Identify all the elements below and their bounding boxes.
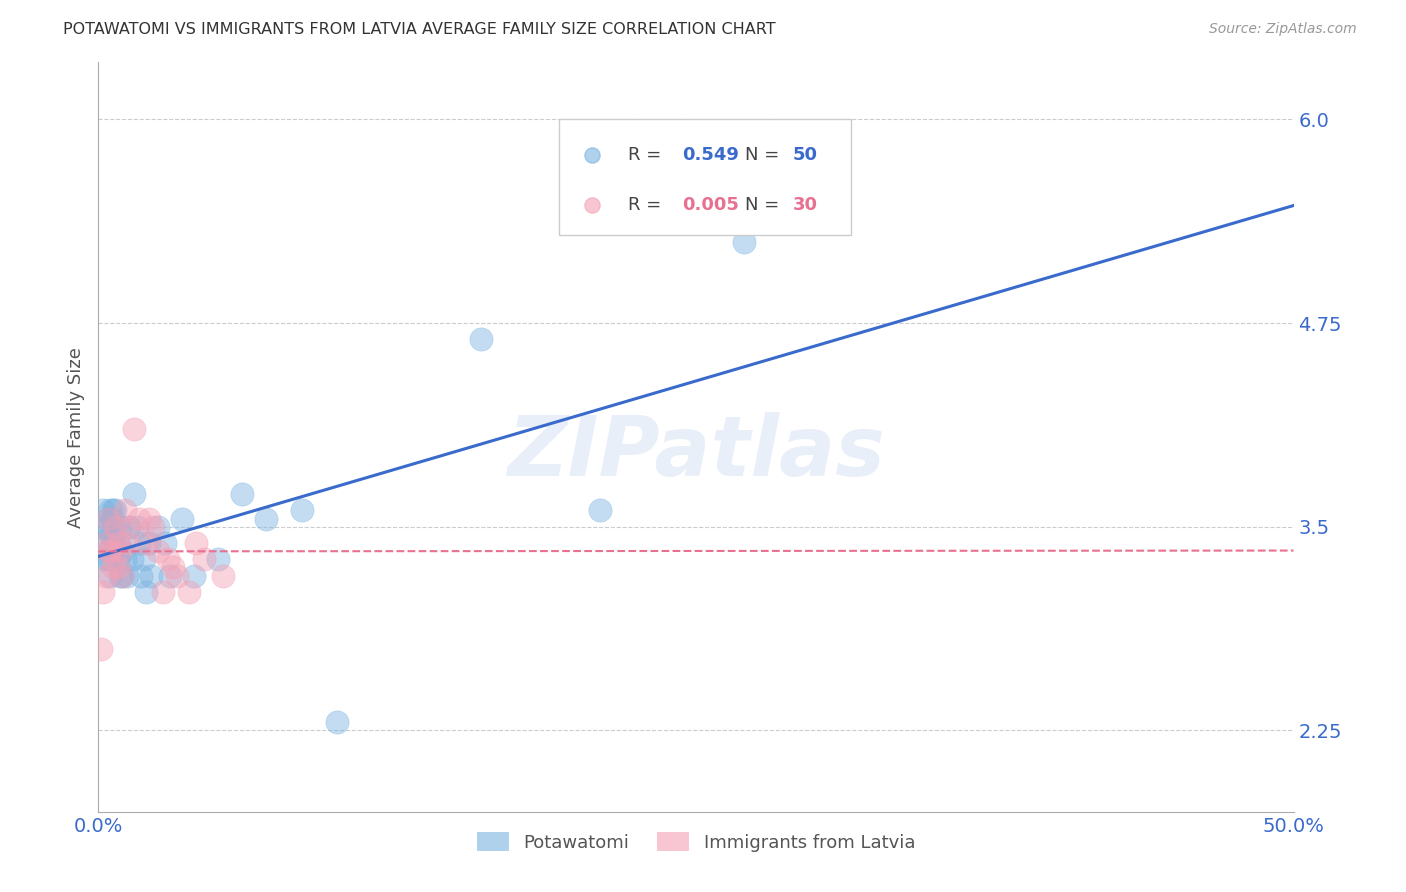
Point xyxy=(107,552,129,566)
Point xyxy=(115,536,138,550)
Point xyxy=(97,511,120,525)
Point xyxy=(98,544,122,558)
Point xyxy=(125,519,148,533)
Text: R =: R = xyxy=(628,196,666,214)
Text: Source: ZipAtlas.com: Source: ZipAtlas.com xyxy=(1209,22,1357,37)
Point xyxy=(104,503,127,517)
Point xyxy=(193,552,215,566)
Point xyxy=(135,536,157,550)
Point xyxy=(118,519,141,533)
Point xyxy=(97,511,120,525)
Point xyxy=(114,552,136,566)
Text: POTAWATOMI VS IMMIGRANTS FROM LATVIA AVERAGE FAMILY SIZE CORRELATION CHART: POTAWATOMI VS IMMIGRANTS FROM LATVIA AVE… xyxy=(63,22,776,37)
Point xyxy=(152,584,174,599)
Point xyxy=(131,568,153,582)
Legend: Potawatomi, Immigrants from Latvia: Potawatomi, Immigrants from Latvia xyxy=(470,825,922,859)
Point xyxy=(98,552,122,566)
Point xyxy=(94,552,117,566)
Point xyxy=(97,544,120,558)
Point xyxy=(90,641,112,656)
Point xyxy=(470,332,492,346)
Point xyxy=(186,536,208,550)
Point xyxy=(101,511,124,525)
Point xyxy=(91,584,114,599)
Point xyxy=(104,519,127,533)
Point xyxy=(94,536,117,550)
Point xyxy=(159,568,181,582)
Point xyxy=(179,584,201,599)
Point xyxy=(94,536,117,550)
Point xyxy=(733,235,755,249)
Point xyxy=(104,536,127,550)
Point xyxy=(101,544,124,558)
Point xyxy=(104,519,127,533)
Point xyxy=(128,536,150,550)
Point xyxy=(91,519,114,533)
Point xyxy=(155,536,177,550)
Point xyxy=(124,422,146,436)
Point xyxy=(135,584,157,599)
Point xyxy=(91,503,114,517)
Y-axis label: Average Family Size: Average Family Size xyxy=(66,347,84,527)
Point xyxy=(124,487,146,501)
Point xyxy=(90,552,112,566)
Point xyxy=(98,568,122,582)
Point xyxy=(97,544,120,558)
Point xyxy=(166,568,188,582)
Point xyxy=(148,544,170,558)
FancyBboxPatch shape xyxy=(558,119,852,235)
Text: N =: N = xyxy=(745,196,785,214)
Point xyxy=(108,519,131,533)
Point xyxy=(111,568,134,582)
Point xyxy=(254,511,277,525)
Point xyxy=(231,487,253,501)
Point xyxy=(121,552,143,566)
Point xyxy=(156,552,179,566)
Point xyxy=(94,519,117,533)
Point xyxy=(142,519,165,533)
Point xyxy=(139,568,162,582)
Point xyxy=(107,536,129,550)
Point xyxy=(114,503,136,517)
Text: 0.005: 0.005 xyxy=(682,196,738,214)
Point xyxy=(162,560,184,574)
Point xyxy=(101,503,124,517)
Point xyxy=(108,544,131,558)
Point xyxy=(211,568,233,582)
Point xyxy=(326,715,349,730)
Text: 0.549: 0.549 xyxy=(682,145,738,163)
Point xyxy=(138,536,160,550)
Point xyxy=(107,560,129,574)
Text: ZIPatlas: ZIPatlas xyxy=(508,411,884,492)
Point xyxy=(94,568,117,582)
Point xyxy=(111,544,134,558)
Point xyxy=(132,552,155,566)
Point xyxy=(138,511,160,525)
Point xyxy=(207,552,229,566)
Text: 50: 50 xyxy=(793,145,818,163)
Point xyxy=(107,536,129,550)
Point xyxy=(101,528,124,542)
Text: 30: 30 xyxy=(793,196,818,214)
Point xyxy=(118,519,141,533)
Point xyxy=(128,511,150,525)
Text: N =: N = xyxy=(745,145,785,163)
Point xyxy=(148,519,170,533)
Point xyxy=(101,560,124,574)
Point xyxy=(183,568,205,582)
Point xyxy=(108,568,131,582)
Point xyxy=(115,568,138,582)
Point xyxy=(111,568,134,582)
Point xyxy=(98,503,122,517)
Point xyxy=(589,503,612,517)
Point xyxy=(291,503,314,517)
Text: R =: R = xyxy=(628,145,666,163)
Point xyxy=(172,511,194,525)
Point xyxy=(98,528,122,542)
